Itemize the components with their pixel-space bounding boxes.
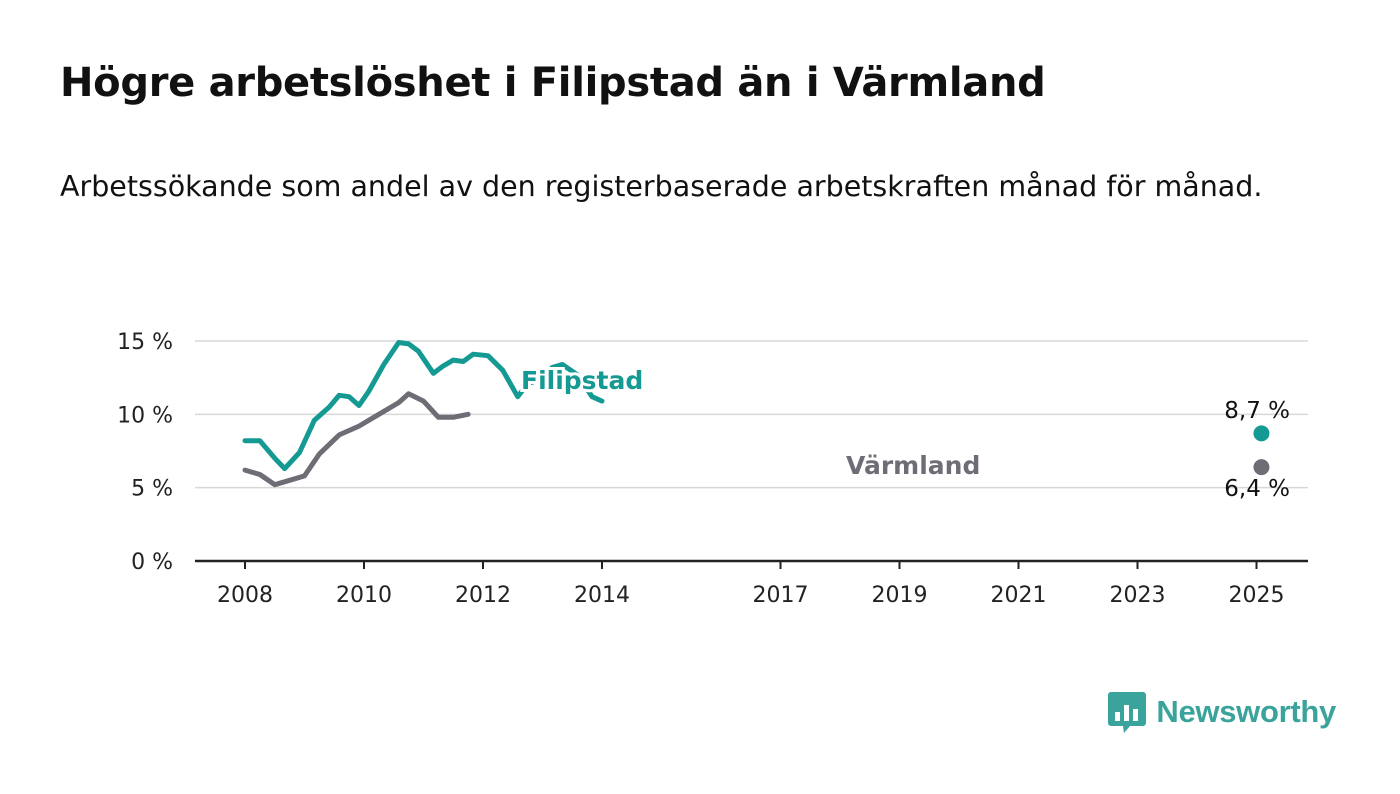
grid-lines bbox=[195, 340, 1308, 569]
series-lines bbox=[242, 340, 605, 488]
chart-title: Högre arbetslöshet i Filipstad än i Värm… bbox=[60, 60, 1046, 106]
end-marker-v-rmland bbox=[1253, 459, 1270, 476]
y-axis-tick-labels: 0 % 5 % 10 % 15 % bbox=[117, 330, 173, 575]
series-labels: 8,7 % 6,4 % Filipstad Värmland bbox=[518, 363, 1290, 502]
logo-text: Newsworthy bbox=[1156, 694, 1336, 729]
end-marker-filipstad bbox=[1253, 425, 1270, 442]
x-tick-label: 2019 bbox=[872, 583, 928, 608]
newsworthy-bar-chart-icon bbox=[1108, 692, 1147, 733]
x-axis-tick-labels: 2008 2010 2012 2014 2017 2019 2021 2023 2025 bbox=[217, 583, 1285, 608]
x-tick-label: 2021 bbox=[991, 583, 1047, 608]
y-tick-label: 10 % bbox=[117, 403, 173, 428]
x-tick-label: 2010 bbox=[336, 583, 392, 608]
x-tick-label: 2014 bbox=[574, 583, 630, 608]
x-tick-label: 2012 bbox=[455, 583, 511, 608]
series-line-filipstad bbox=[242, 340, 605, 472]
newsworthy-logo: Newsworthy bbox=[1108, 690, 1336, 734]
series-line-v-rmland bbox=[242, 391, 471, 488]
x-tick-label: 2025 bbox=[1229, 583, 1285, 608]
end-value-label-filipstad: 8,7 % bbox=[1224, 398, 1290, 424]
x-tick-label: 2017 bbox=[753, 583, 809, 608]
series-name-label-filipstad: Filipstad bbox=[521, 366, 643, 395]
end-value-label-v-rmland: 6,4 % bbox=[1224, 476, 1290, 502]
y-tick-label: 5 % bbox=[131, 477, 173, 502]
chart-subtitle: Arbetssökande som andel av den registerb… bbox=[60, 170, 1263, 203]
y-tick-label: 15 % bbox=[117, 330, 173, 355]
y-tick-label: 0 % bbox=[131, 550, 173, 575]
x-tick-label: 2008 bbox=[217, 583, 273, 608]
x-tick-label: 2023 bbox=[1110, 583, 1166, 608]
series-name-label-varmland: Värmland bbox=[846, 451, 980, 480]
